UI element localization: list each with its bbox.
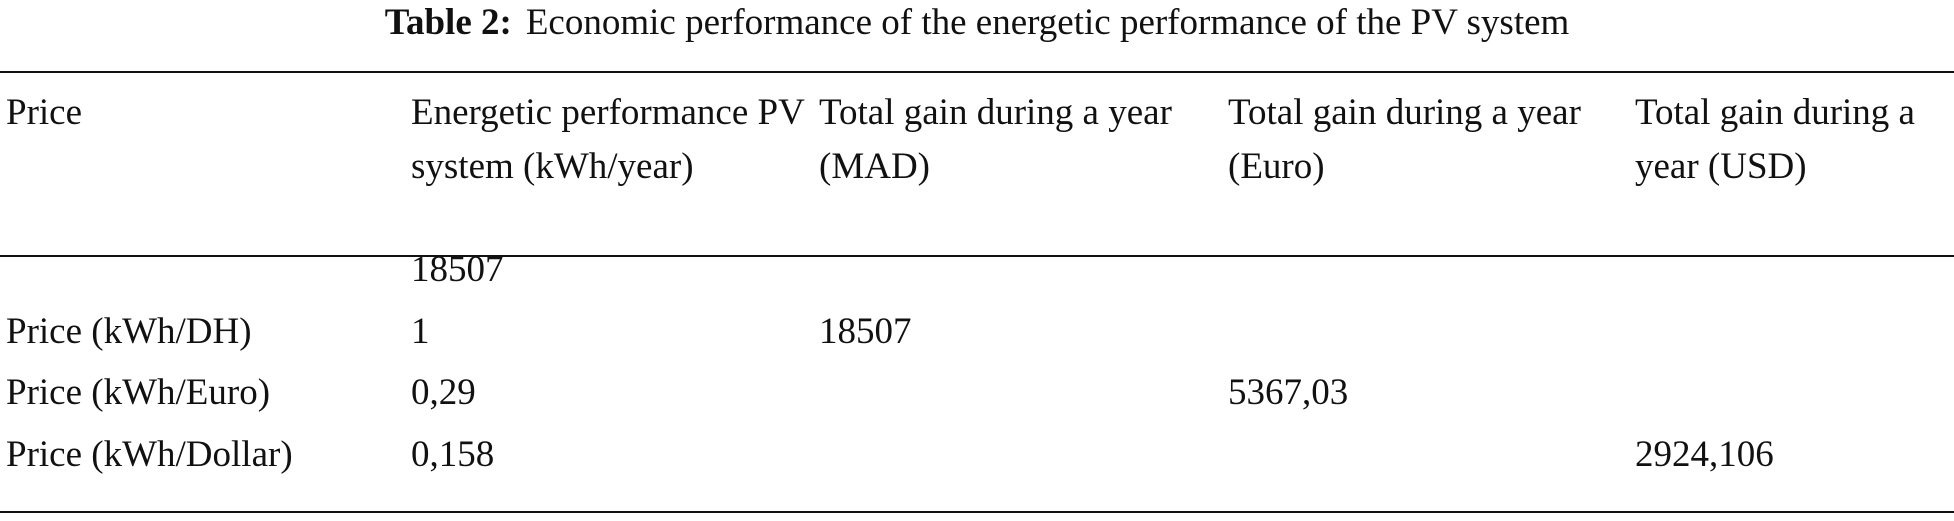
table-cell: Price (kWh/Euro)	[6, 372, 271, 413]
table-cell: Price (kWh/DH)	[6, 311, 252, 352]
top-rule	[0, 71, 1954, 73]
table-cell: 18507	[411, 249, 504, 290]
header-cell: Total gain during a year (MAD)	[819, 92, 1172, 187]
table-cell: Price (kWh/Dollar)	[6, 434, 293, 475]
table-cell: 2924,106	[1635, 434, 1774, 475]
header-rule	[0, 255, 1954, 257]
header-cell: Total gain during a year (Euro)	[1228, 92, 1581, 187]
header-cell: Total gain during a year (USD)	[1635, 92, 1915, 187]
table-cell: 18507	[819, 311, 912, 352]
header-cell: Price	[6, 92, 83, 133]
header-cell: Energetic performance PV system (kWh/yea…	[411, 92, 805, 187]
caption-label: Table 2:	[384, 2, 512, 43]
bottom-rule	[0, 511, 1954, 513]
caption-text: Economic performance of the energetic pe…	[525, 2, 1570, 43]
table-cell: 1	[411, 311, 430, 352]
table-caption: Table 2: Economic performance of the ener…	[0, 0, 1954, 46]
table-cell: 0,158	[411, 434, 495, 475]
table-cell: 0,29	[411, 372, 476, 413]
table-cell: 5367,03	[1228, 372, 1349, 413]
